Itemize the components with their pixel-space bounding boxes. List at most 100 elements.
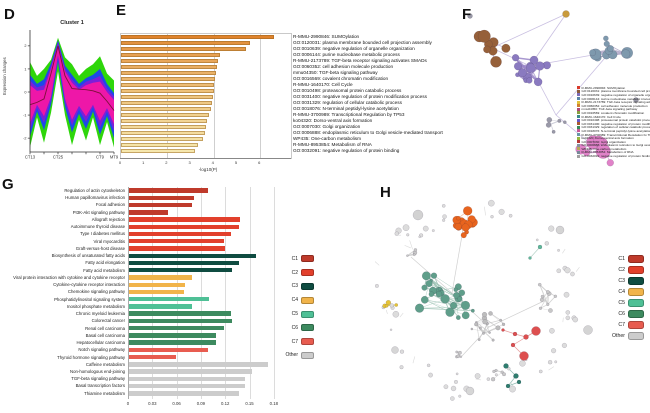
pathway-label: Human papillomavirus infection — [0, 194, 125, 201]
bar — [121, 65, 217, 70]
pathway-label: Basal transcription factors — [0, 382, 125, 389]
network-node — [532, 327, 541, 336]
network-node — [562, 343, 567, 348]
legend-item: C7 — [264, 335, 314, 349]
term-label: GO:0010498: proteasomal protein cataboli… — [293, 88, 401, 93]
legend-swatch — [628, 310, 644, 318]
network-node — [554, 361, 556, 363]
network-node — [393, 311, 399, 317]
network-node — [502, 372, 506, 376]
legend-swatch — [577, 133, 580, 136]
bar — [129, 290, 184, 294]
x-tick-label: CT13 — [25, 155, 36, 160]
legend-item: Other — [592, 330, 644, 341]
bar — [121, 143, 198, 148]
network-node — [556, 226, 564, 234]
bar — [129, 239, 225, 243]
network-node — [442, 204, 445, 207]
bar — [121, 89, 214, 94]
pathway-label: Regulation of actin cytoskeleton — [0, 187, 125, 194]
network-node — [502, 323, 505, 326]
bar — [129, 268, 233, 272]
network-node — [479, 327, 482, 330]
legend-label: C7 — [278, 339, 298, 345]
term-label: GO:0031400: negative regulation of prote… — [293, 94, 427, 99]
network-node — [573, 317, 578, 322]
x-tick-label: 0 — [119, 160, 121, 165]
enrichment-bar-chart — [120, 33, 292, 159]
pathway-label: Chemokine signaling pathway — [0, 288, 125, 295]
legend-label: C6 — [601, 311, 625, 317]
x-tick-label: 5 — [235, 160, 237, 165]
legend-item: C4 — [264, 293, 314, 307]
network-node — [461, 232, 467, 238]
term-label: R-MMU-3700989: Transcriptional Regulatio… — [293, 112, 404, 117]
network-node — [557, 269, 561, 273]
legend-swatch — [301, 338, 314, 345]
legend-item: C4 — [592, 287, 644, 298]
legend-swatch — [628, 266, 644, 274]
term-label: GO:0006144: purine nucleobase metabolic … — [293, 52, 400, 57]
bar — [121, 53, 220, 58]
network-node — [552, 130, 555, 133]
legend-swatch — [628, 321, 644, 329]
network-node — [462, 224, 470, 232]
network-node — [474, 323, 478, 327]
network-node — [442, 219, 445, 222]
network-node — [546, 290, 549, 293]
bar — [129, 333, 216, 337]
pathway-label: Cytokine-cytokine receptor interaction — [0, 281, 125, 288]
network-node — [487, 378, 490, 381]
network-node — [565, 267, 571, 273]
network-node — [546, 303, 549, 306]
network-node — [422, 285, 428, 291]
legend-swatch — [577, 144, 580, 147]
network-node — [456, 351, 458, 353]
network-node — [429, 292, 434, 297]
network-node — [603, 36, 608, 41]
network-node — [375, 284, 379, 288]
legend-swatch — [577, 126, 580, 129]
bar — [121, 137, 203, 142]
term-label: R-MMU-8953854: Metabolism of RNA — [293, 142, 372, 147]
bar — [129, 355, 177, 359]
pathway-label: Phosphatidylinositol signaling system — [0, 296, 125, 303]
bar — [129, 246, 225, 250]
network-node — [509, 214, 512, 217]
bar — [129, 203, 193, 207]
legend-swatch — [577, 104, 580, 107]
legend-swatch — [628, 288, 644, 296]
network-node — [471, 309, 474, 312]
network-node — [513, 332, 517, 336]
network-node — [454, 288, 458, 292]
network-node — [395, 232, 399, 236]
network-node — [491, 215, 494, 218]
network-node — [413, 210, 423, 220]
x-tick-label: 4 — [212, 160, 214, 165]
network-node — [454, 380, 458, 384]
network-node — [478, 30, 490, 42]
network-node — [403, 225, 409, 231]
network-node — [475, 373, 480, 378]
x-tick-label: 0.09 — [197, 401, 205, 406]
network-node — [547, 117, 552, 122]
network-node — [570, 272, 574, 276]
network-node — [566, 310, 570, 314]
legend-swatch — [628, 277, 644, 285]
term-label: GO:0016569: covalent chromatin modificat… — [293, 76, 388, 81]
network-node — [540, 298, 544, 302]
pathway-label: Allograft rejection — [0, 216, 125, 223]
bar — [129, 340, 216, 344]
legend-item: C6 — [264, 321, 314, 335]
svg-text:-1: -1 — [23, 113, 26, 117]
network-node — [495, 374, 498, 377]
bar — [129, 261, 240, 265]
network-node — [422, 272, 430, 280]
network-node — [488, 200, 494, 206]
network-node — [400, 350, 404, 354]
network-node — [512, 54, 519, 61]
term-label: GO:0120031: plasma membrane bounded cell… — [293, 40, 432, 45]
legend-swatch — [628, 299, 644, 307]
pathway-label: Focal adhesion — [0, 201, 125, 208]
